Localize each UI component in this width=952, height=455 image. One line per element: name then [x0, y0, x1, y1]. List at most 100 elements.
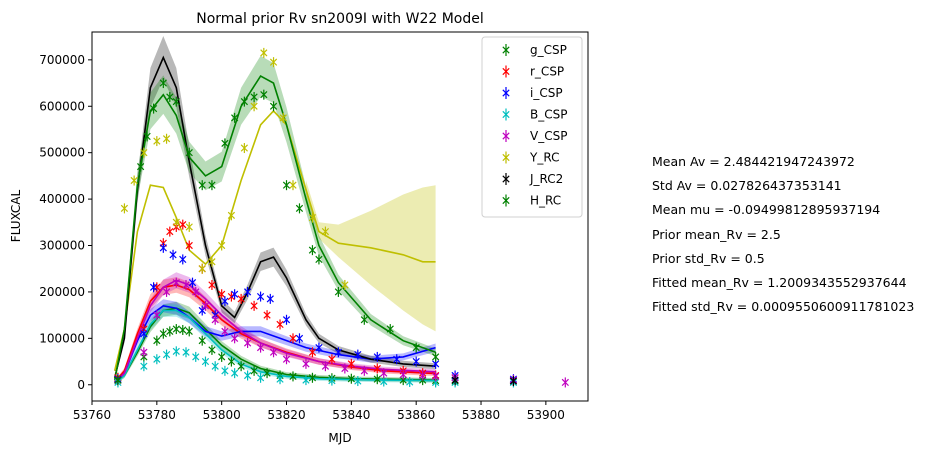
- point-i_CSP-9: [221, 296, 229, 307]
- point-g_CSP-5: [172, 324, 180, 335]
- point-H_RC-22: [386, 324, 394, 335]
- point-i_CSP-20: [393, 354, 401, 365]
- point-H_RC-19: [315, 254, 323, 265]
- point-B_CSP-10: [231, 368, 239, 379]
- plot-content: [113, 36, 569, 388]
- point-B_CSP-6: [192, 351, 200, 362]
- point-Y_RC-9: [218, 240, 226, 251]
- point-Y_RC-19: [341, 279, 349, 290]
- point-r_CSP-11: [227, 291, 236, 302]
- point-H_RC-10: [221, 138, 229, 149]
- point-H_RC-12: [240, 96, 248, 107]
- point-r_CSP-18: [328, 354, 336, 365]
- point-g_CSP-20: [373, 374, 381, 385]
- x-tick-label: 53880: [462, 408, 500, 422]
- point-g_CSP-14: [263, 368, 271, 379]
- point-B_CSP-5: [182, 347, 190, 358]
- model-line-J_RC2: [113, 55, 436, 378]
- point-V_CSP-17: [341, 363, 349, 374]
- point-Y_RC-14: [269, 57, 278, 68]
- x-axis: 53760 53780 53800 53820 53840 53860 53880 53900: [73, 401, 565, 422]
- point-Y_RC-18: [321, 226, 330, 237]
- point-g_CSP-11: [227, 356, 236, 367]
- point-Y_RC-17: [308, 212, 317, 223]
- point-B_CSP-13: [276, 374, 284, 385]
- point-H_RC-4: [159, 78, 167, 89]
- point-B_CSP-11: [243, 370, 252, 381]
- point-i_CSP-14: [282, 314, 291, 325]
- point-H_RC-15: [269, 101, 278, 112]
- point-i_CSP-4: [169, 249, 177, 260]
- legend-marker-i_CSP: [502, 87, 510, 99]
- point-H_RC-1: [137, 161, 145, 172]
- point-H_RC-13: [250, 91, 258, 102]
- point-r_CSP-19: [347, 358, 355, 369]
- point-V_CSP-2: [153, 310, 161, 321]
- x-tick-label: 53800: [203, 408, 241, 422]
- point-i_CSP-12: [256, 291, 265, 302]
- legend-marker-H_RC: [502, 194, 510, 207]
- point-r_CSP-4: [166, 226, 174, 237]
- legend-label-B_CSP: B_CSP: [530, 108, 567, 122]
- point-Y_RC-1: [130, 175, 138, 186]
- point-B_CSP-14: [302, 375, 310, 386]
- point-i_CSP-17: [334, 347, 343, 358]
- x-tick-label: 53820: [267, 408, 305, 422]
- model-line-Y_RC: [113, 109, 436, 371]
- fit-statistics: Mean Av = 2.484421947243972 Std Av = 0.0…: [652, 150, 914, 319]
- point-V_CSP-18: [360, 365, 368, 376]
- point-g_CSP-13: [250, 365, 258, 376]
- model-line-i_CSP: [114, 304, 436, 383]
- chart: Normal prior Rv sn2009I with W22 Model 5…: [9, 11, 589, 445]
- mean-mu-text: Mean mu = -0.09499812895937194: [652, 202, 881, 218]
- point-H_RC-24: [432, 351, 440, 362]
- point-g_CSP-10: [218, 351, 226, 362]
- point-i_CSP-5: [179, 254, 187, 265]
- legend: g_CSP r_CSP i_CSP B_CSP V_CSP Y_RC J_RC2 H_RC: [481, 36, 583, 218]
- point-g_CSP-7: [185, 326, 193, 337]
- legend-marker-J_RC2: [502, 173, 510, 185]
- point-Y_RC-4: [162, 133, 171, 144]
- point-V_CSP-22: [432, 371, 440, 382]
- point-H_RC-6: [172, 96, 180, 107]
- point-r_CSP-17: [308, 347, 317, 358]
- point-r_CSP-6: [179, 219, 187, 230]
- point-V_CSP-10: [231, 333, 239, 344]
- point-i_CSP-13: [266, 293, 274, 304]
- point-B_CSP-9: [221, 365, 229, 376]
- point-g_CSP-4: [166, 326, 174, 337]
- point-r_CSP-16: [289, 333, 297, 344]
- point-B_CSP-18: [406, 376, 414, 387]
- plot-frame: [91, 31, 589, 402]
- point-H_RC-8: [198, 180, 206, 191]
- point-Y_RC-8: [208, 256, 216, 267]
- y-tick-label: 400000: [39, 192, 85, 206]
- band-Y_RC: [306, 180, 436, 332]
- point-V_CSP-19: [380, 368, 388, 379]
- y-axis: 0 100000 200000 300000 400000 500000 600000 700…: [39, 53, 92, 392]
- point-B_CSP-1: [140, 361, 148, 372]
- point-B_CSP-17: [380, 376, 388, 387]
- point-r_CSP-12: [237, 293, 245, 304]
- point-B_CSP-12: [256, 372, 265, 383]
- x-tick-label: 53760: [73, 408, 111, 422]
- point-V_CSP-5: [182, 279, 190, 290]
- point-V_CSP-6: [192, 286, 200, 297]
- point-r_CSP-10: [218, 289, 226, 300]
- point-H_RC-16: [282, 180, 291, 191]
- point-i_CSP-3: [159, 242, 167, 253]
- point-H_RC-7: [185, 147, 193, 158]
- point-r_CSP-15: [276, 319, 284, 330]
- point-Y_RC-2: [140, 147, 148, 158]
- legend-label-g_CSP: g_CSP: [530, 43, 567, 57]
- point-r_CSP-9: [208, 279, 216, 290]
- model-line-V_CSP: [114, 279, 436, 384]
- legend-marker-g_CSP: [502, 44, 510, 56]
- legend-box: [481, 36, 583, 218]
- point-V_CSP-25: [561, 377, 569, 388]
- point-H_RC-14: [260, 89, 268, 100]
- fitted-mean-rv-text: Fitted mean_Rv = 1.2009343552937644: [652, 275, 907, 291]
- point-g_CSP-16: [289, 371, 297, 382]
- point-V_CSP-9: [221, 326, 229, 337]
- prior-std-rv-text: Prior std_Rv = 0.5: [652, 250, 765, 266]
